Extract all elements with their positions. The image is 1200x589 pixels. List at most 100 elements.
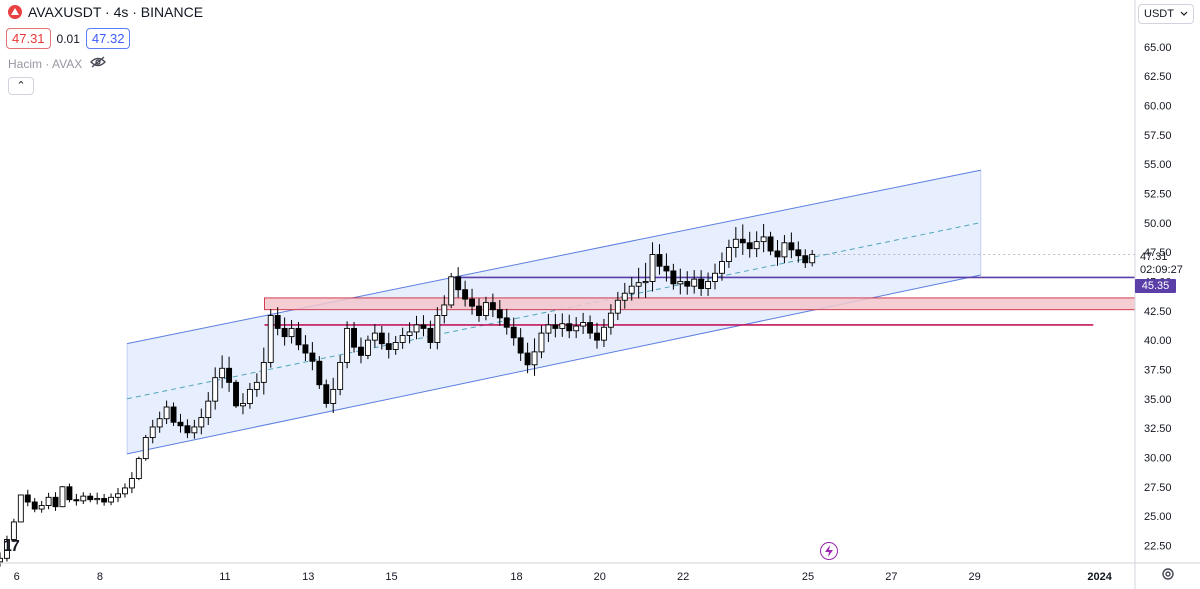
volume-legend: Hacim · AVAX <box>8 56 107 71</box>
channel-upper-line <box>126 169 981 345</box>
y-tick-label: 32.50 <box>1144 423 1172 435</box>
candle <box>52 496 59 508</box>
candle <box>587 322 594 334</box>
candle <box>566 323 573 332</box>
resistance-price-tag: 45.35 <box>1135 279 1176 293</box>
candle <box>462 289 469 300</box>
currency-label: USDT <box>1144 8 1174 20</box>
sell-price-button[interactable]: 47.31 <box>6 28 51 49</box>
spread-value: 0.01 <box>56 31 80 46</box>
candle <box>767 236 774 252</box>
candle <box>413 324 420 333</box>
candle <box>80 495 87 502</box>
candle <box>580 322 587 327</box>
candle <box>635 282 642 287</box>
lightning-icon[interactable] <box>820 542 838 560</box>
y-tick-label: 55.00 <box>1144 159 1172 171</box>
candle <box>427 327 434 343</box>
x-tick-label: 13 <box>302 571 314 583</box>
candle <box>94 498 101 501</box>
x-tick-label: 18 <box>510 571 522 583</box>
collapse-legend-button[interactable]: ⌃ <box>8 77 34 95</box>
y-tick-label: 52.50 <box>1144 189 1172 201</box>
candle <box>10 521 17 540</box>
candle <box>712 272 718 282</box>
candle <box>0 557 3 563</box>
x-tick-label: 6 <box>14 571 20 583</box>
candle <box>128 478 135 489</box>
candle <box>288 327 295 338</box>
candle <box>240 403 246 407</box>
candle <box>364 339 371 356</box>
chevron-down-icon <box>1180 8 1188 20</box>
candle <box>656 254 663 267</box>
symbol-header[interactable]: AVAXUSDT · 4s · BINANCE <box>8 4 203 20</box>
eye-hidden-icon[interactable] <box>90 56 107 71</box>
x-tick-label: 29 <box>969 571 981 583</box>
y-tick-label: 65.00 <box>1144 42 1172 54</box>
candle <box>177 421 184 427</box>
volume-label: Hacim · AVAX <box>8 56 83 71</box>
candle <box>170 406 177 423</box>
candle <box>739 238 746 244</box>
candle <box>205 400 212 419</box>
gear-icon[interactable] <box>1160 566 1176 586</box>
x-tick-label: 25 <box>802 571 814 583</box>
candle <box>212 377 219 402</box>
tradingview-logo-icon[interactable]: 17 <box>3 538 20 555</box>
channel-fill <box>127 170 981 454</box>
candle <box>233 381 239 407</box>
candle <box>330 388 337 404</box>
candle <box>66 486 73 501</box>
y-tick-label: 60.00 <box>1144 101 1172 113</box>
candle <box>698 278 705 289</box>
candle <box>302 344 309 354</box>
candle <box>510 326 517 339</box>
candle <box>351 327 357 348</box>
buy-price-button[interactable]: 47.32 <box>85 28 131 49</box>
candle <box>719 261 725 274</box>
x-tick-label: 22 <box>677 571 689 583</box>
x-tick-label: 15 <box>385 571 397 583</box>
candle <box>149 426 156 438</box>
candle <box>663 265 670 272</box>
candle <box>684 281 691 287</box>
candle <box>108 496 115 503</box>
y-tick-label: 42.50 <box>1144 306 1172 318</box>
y-tick-label: 22.50 <box>1144 540 1172 552</box>
y-tick-label: 40.00 <box>1144 335 1172 347</box>
candle <box>448 276 455 306</box>
candle <box>344 327 351 363</box>
candle <box>316 360 323 386</box>
supply-zone <box>263 297 1136 311</box>
y-tick-label: 35.00 <box>1144 394 1172 406</box>
candle <box>552 324 559 329</box>
currency-selector[interactable]: USDT <box>1138 4 1194 24</box>
zone-rect <box>263 297 1136 311</box>
candle <box>489 302 496 311</box>
candle <box>156 418 163 428</box>
x-tick-label: 20 <box>594 571 606 583</box>
candle <box>253 381 260 390</box>
candle <box>628 285 635 294</box>
candle <box>600 326 607 341</box>
candle <box>642 281 649 284</box>
candle <box>594 332 600 341</box>
candle <box>774 250 781 258</box>
candle <box>545 324 552 334</box>
candle <box>191 426 198 434</box>
candle <box>725 247 732 263</box>
y-tick-label: 47.50 <box>1144 247 1172 259</box>
candle <box>677 281 684 285</box>
x-tick-label: 8 <box>97 571 103 583</box>
y-tick-label: 62.50 <box>1144 71 1172 83</box>
candle <box>670 270 677 285</box>
candle-series <box>0 224 1135 567</box>
candle <box>753 241 760 250</box>
candle <box>31 501 38 510</box>
candle <box>226 367 233 383</box>
candle <box>142 437 149 460</box>
candle <box>746 242 753 250</box>
